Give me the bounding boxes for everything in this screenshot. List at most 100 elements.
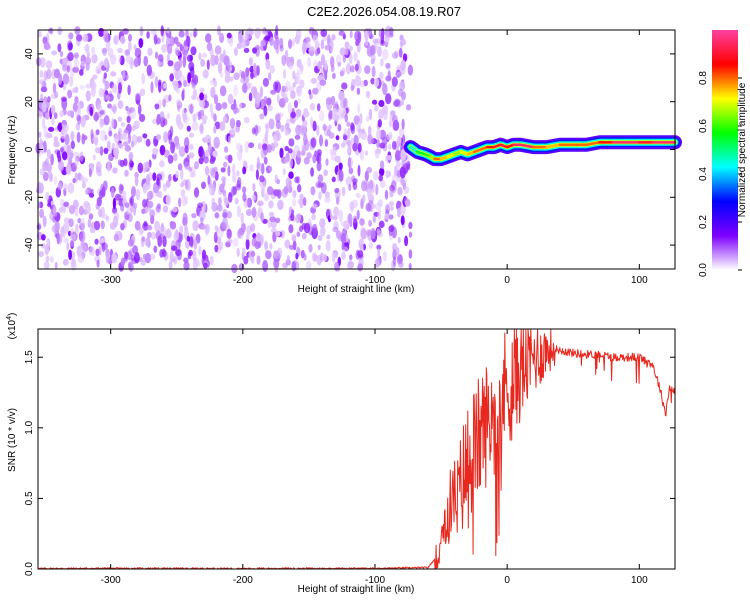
noise-speckle bbox=[346, 121, 351, 127]
noise-speckle bbox=[310, 137, 317, 149]
noise-speckle bbox=[305, 260, 312, 270]
colorbar-label: Normalized spectral amplitude bbox=[737, 82, 748, 217]
y-tick-label: 0.0 bbox=[24, 562, 35, 576]
noise-speckle bbox=[388, 225, 395, 233]
noise-speckle bbox=[373, 170, 379, 181]
noise-speckle bbox=[213, 94, 219, 105]
noise-speckle bbox=[154, 103, 160, 110]
noise-speckle bbox=[233, 84, 238, 97]
noise-speckle bbox=[126, 137, 130, 143]
noise-speckle bbox=[118, 54, 122, 64]
noise-speckle bbox=[99, 237, 106, 243]
noise-speckle bbox=[103, 72, 108, 79]
noise-speckle bbox=[361, 128, 365, 134]
noise-speckle bbox=[74, 208, 79, 217]
noise-speckle bbox=[219, 183, 225, 193]
noise-speckle bbox=[233, 99, 237, 110]
noise-speckle bbox=[42, 171, 49, 182]
noise-speckle bbox=[162, 235, 167, 248]
noise-speckle bbox=[366, 229, 371, 237]
noise-speckle bbox=[219, 85, 227, 97]
noise-speckle bbox=[405, 161, 410, 170]
y-tick-label: -40 bbox=[24, 237, 35, 252]
noise-speckle bbox=[233, 47, 238, 56]
noise-speckle bbox=[360, 228, 367, 240]
noise-speckle bbox=[246, 225, 252, 235]
noise-speckle bbox=[68, 230, 72, 237]
noise-speckle bbox=[309, 46, 315, 53]
noise-speckle bbox=[134, 47, 142, 59]
noise-speckle bbox=[183, 79, 187, 88]
noise-speckle bbox=[59, 51, 64, 58]
noise-speckle bbox=[112, 220, 117, 229]
noise-speckle bbox=[128, 159, 134, 171]
noise-speckle bbox=[316, 161, 322, 172]
noise-speckle bbox=[317, 60, 322, 70]
noise-speckle bbox=[370, 77, 375, 85]
noise-speckle bbox=[401, 118, 405, 130]
noise-speckle bbox=[57, 43, 62, 53]
noise-speckle bbox=[118, 82, 122, 94]
x-tick-label: -200 bbox=[233, 275, 253, 286]
noise-speckle bbox=[214, 225, 218, 231]
noise-speckle bbox=[80, 60, 86, 67]
noise-speckle bbox=[382, 48, 389, 61]
noise-speckle bbox=[345, 62, 351, 75]
noise-speckle bbox=[111, 118, 115, 129]
noise-speckle bbox=[133, 206, 137, 216]
noise-speckle bbox=[297, 213, 302, 222]
noise-speckle bbox=[76, 34, 83, 42]
noise-speckle bbox=[352, 142, 358, 152]
noise-speckle bbox=[324, 59, 328, 71]
noise-speckle bbox=[175, 113, 182, 126]
noise-speckle bbox=[45, 60, 53, 69]
noise-speckle bbox=[53, 112, 58, 119]
noise-speckle bbox=[201, 249, 207, 260]
noise-speckle bbox=[38, 251, 44, 258]
noise-speckle bbox=[307, 56, 312, 68]
noise-speckle bbox=[131, 140, 135, 148]
noise-speckle bbox=[245, 238, 250, 250]
noise-speckle bbox=[318, 110, 325, 122]
noise-speckle bbox=[287, 102, 292, 115]
noise-speckle bbox=[59, 147, 64, 153]
noise-speckle bbox=[362, 194, 366, 204]
noise-speckle bbox=[407, 64, 414, 76]
noise-speckle bbox=[156, 134, 162, 141]
y-tick-label: 20 bbox=[24, 96, 35, 108]
noise-speckle bbox=[241, 82, 248, 94]
noise-speckle bbox=[173, 80, 179, 92]
noise-speckle bbox=[359, 218, 365, 226]
noise-speckle bbox=[377, 46, 382, 57]
noise-speckle bbox=[373, 104, 379, 112]
noise-speckle bbox=[397, 236, 401, 244]
signal-ridge-core bbox=[545, 143, 562, 149]
noise-speckle bbox=[85, 202, 91, 215]
noise-speckle bbox=[120, 204, 125, 212]
noise-speckle bbox=[124, 49, 130, 56]
noise-speckle bbox=[364, 65, 371, 74]
noise-speckle bbox=[111, 252, 118, 264]
noise-speckle bbox=[250, 223, 256, 232]
noise-speckle bbox=[320, 226, 326, 237]
noise-speckle bbox=[222, 115, 227, 123]
noise-speckle bbox=[331, 34, 336, 41]
noise-speckle bbox=[254, 124, 259, 136]
noise-speckle bbox=[134, 251, 140, 264]
noise-speckle bbox=[85, 43, 90, 54]
noise-speckle bbox=[149, 209, 156, 218]
noise-speckle bbox=[174, 61, 181, 72]
noise-speckle bbox=[154, 220, 161, 232]
noise-speckle bbox=[45, 191, 50, 201]
noise-speckle bbox=[102, 48, 107, 56]
noise-speckle bbox=[357, 142, 362, 153]
noise-speckle bbox=[264, 193, 270, 202]
noise-speckle bbox=[213, 113, 217, 122]
noise-speckle bbox=[198, 245, 202, 256]
noise-speckle bbox=[119, 55, 125, 66]
noise-speckle bbox=[213, 136, 220, 149]
noise-speckle bbox=[124, 251, 129, 260]
noise-speckle bbox=[229, 76, 234, 82]
noise-speckle bbox=[264, 122, 268, 129]
noise-speckle bbox=[275, 230, 281, 237]
